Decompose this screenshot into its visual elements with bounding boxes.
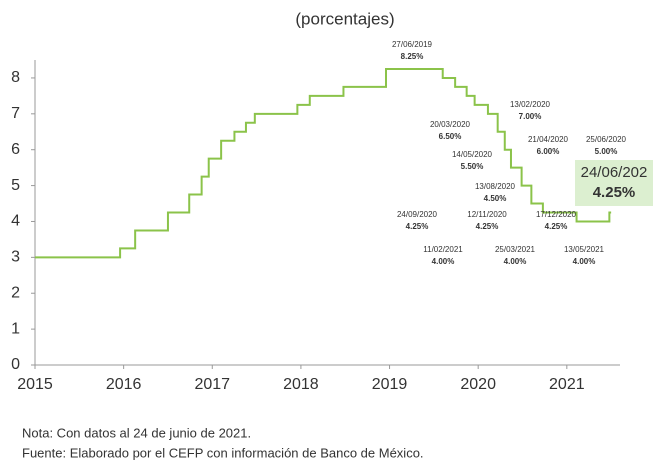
annotation-rate: 5.50% — [461, 162, 484, 171]
highlight-date: 24/06/202 — [581, 164, 648, 181]
annotation-rate: 8.25% — [401, 52, 424, 61]
y-tick-label: 8 — [11, 69, 20, 86]
x-tick-label: 2017 — [194, 376, 230, 393]
x-tick-label: 2016 — [106, 376, 142, 393]
y-tick-label: 2 — [11, 284, 20, 301]
annotation-date: 14/05/2020 — [452, 150, 493, 159]
annotation-date: 20/03/2020 — [430, 120, 471, 129]
annotation-rate: 4.25% — [406, 222, 429, 231]
highlight-rate: 4.25% — [593, 184, 636, 201]
annotation-date: 13/05/2021 — [564, 245, 605, 254]
x-tick-label: 2019 — [372, 376, 408, 393]
annotation-rate: 6.50% — [439, 132, 462, 141]
annotation-rate: 4.25% — [476, 222, 499, 231]
note: Nota: Con datos al 24 de junio de 2021. — [22, 425, 251, 440]
highlight-box — [575, 160, 653, 206]
annotation-date: 27/06/2019 — [392, 40, 433, 49]
annotation-rate: 4.00% — [504, 257, 527, 266]
annotation-rate: 4.50% — [484, 194, 507, 203]
y-tick-label: 5 — [11, 177, 20, 194]
source: Fuente: Elaborado por el CEFP con inform… — [22, 445, 424, 460]
annotation-date: 25/03/2021 — [495, 245, 536, 254]
y-tick-label: 3 — [11, 249, 20, 266]
annotation-rate: 4.25% — [545, 222, 568, 231]
annotation-rate: 4.00% — [573, 257, 596, 266]
annotation-date: 13/08/2020 — [475, 182, 516, 191]
y-tick-label: 4 — [11, 213, 20, 230]
x-tick-label: 2020 — [460, 376, 496, 393]
annotation-rate: 6.00% — [537, 147, 560, 156]
annotation-date: 21/04/2020 — [528, 135, 569, 144]
y-tick-label: 6 — [11, 141, 20, 158]
y-tick-label: 1 — [11, 320, 20, 337]
x-tick-label: 2015 — [17, 376, 53, 393]
rate-line — [35, 67, 612, 259]
x-tick-label: 2021 — [549, 376, 585, 393]
annotation-date: 11/02/2021 — [423, 245, 463, 254]
chart-title: (porcentajes) — [295, 9, 394, 28]
annotation-date: 13/02/2020 — [510, 100, 551, 109]
annotation-date: 17/12/2020 — [536, 210, 577, 219]
x-tick-label: 2018 — [283, 376, 319, 393]
annotation-date: 25/06/2020 — [586, 135, 627, 144]
annotation-rate: 7.00% — [519, 112, 542, 121]
annotation-date: 12/11/2020 — [467, 210, 507, 219]
y-tick-label: 0 — [11, 356, 20, 373]
annotation-rate: 4.00% — [432, 257, 455, 266]
annotation-rate: 5.00% — [595, 147, 618, 156]
y-tick-label: 7 — [11, 105, 20, 122]
annotation-date: 24/09/2020 — [397, 210, 438, 219]
